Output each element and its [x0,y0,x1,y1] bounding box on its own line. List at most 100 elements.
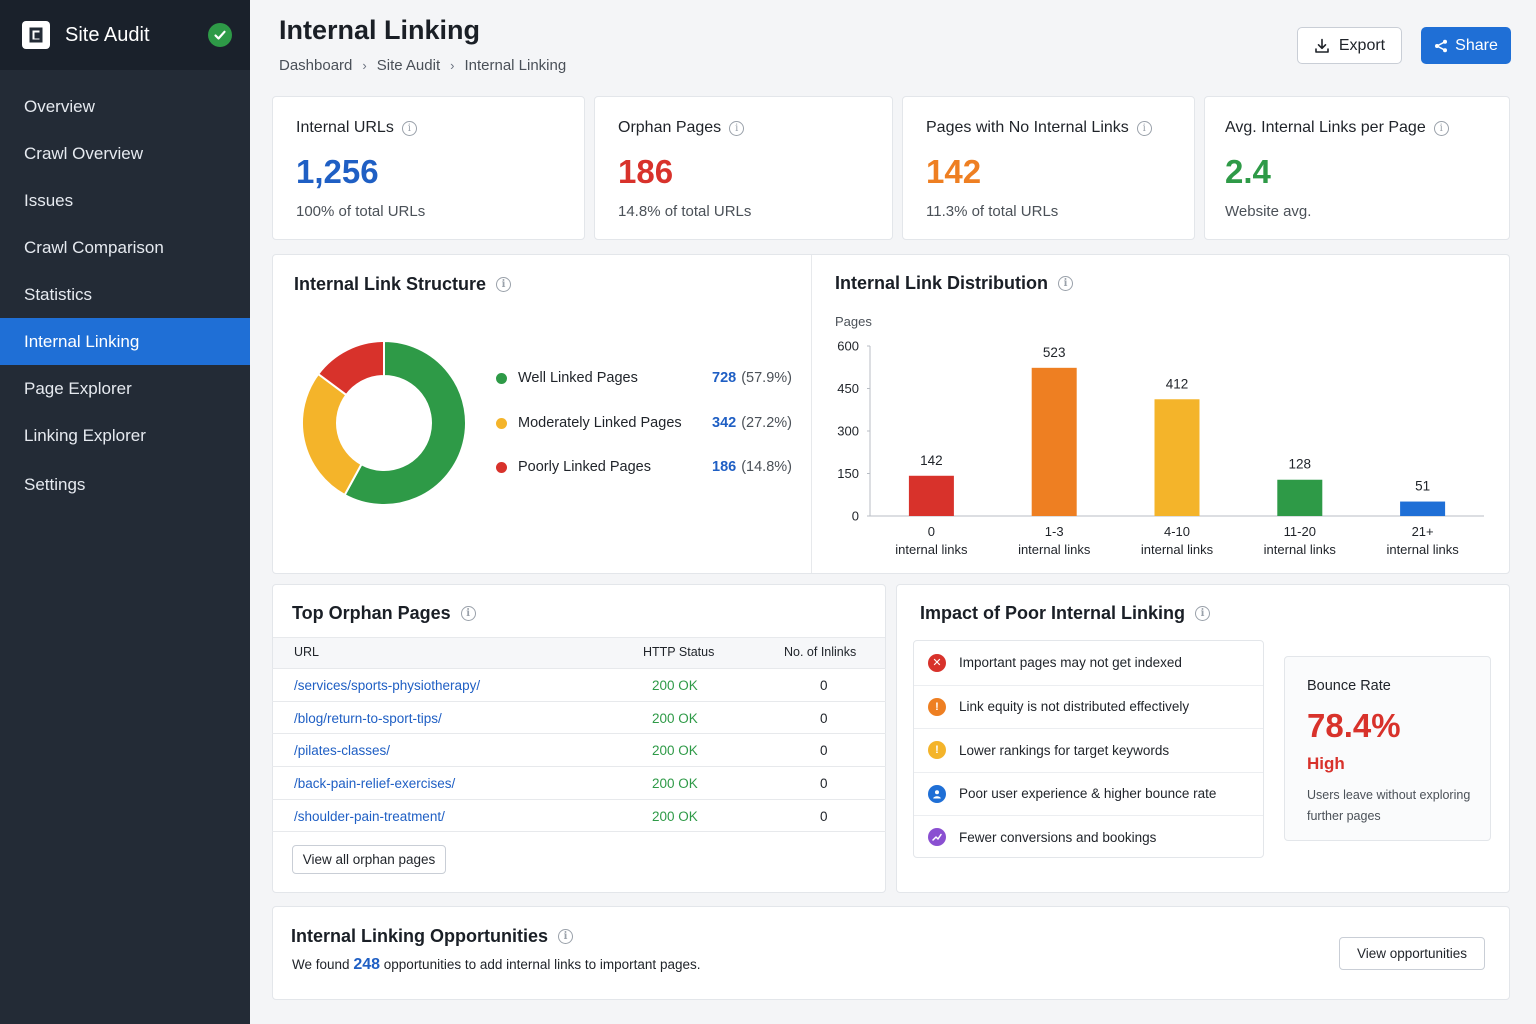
legend-value: 186 [712,459,737,475]
column-header-url[interactable]: URL [294,645,320,659]
sidebar-item-overview[interactable]: Overview [24,96,95,116]
kpi-value: 142 [926,153,982,190]
sidebar-nav: Overview Crawl Overview Issues Crawl Com… [0,70,250,508]
table-row: /services/sports-physiotherapy/ 200 OK 0 [272,668,886,701]
distribution-bar-chart: Pages 0 150 300 450 600 142 0 internal links 523 1… [835,314,1484,557]
legend-name: Moderately Linked Pages [518,415,682,431]
share-icon [1435,39,1448,52]
breadcrumb-site-audit[interactable]: Site Audit [376,57,441,74]
donut-slice-1[interactable] [301,372,363,497]
breadcrumb: Dashboard › Site Audit › Internal Linkin… [279,57,566,74]
bar-2[interactable] [1154,399,1200,516]
share-button[interactable]: Share [1421,27,1511,64]
kpi-subtext: 11.3% of total URLs [926,203,1059,220]
kpi-card-no-internal-links: Pages with No Internal Links i 142 11.3% … [902,96,1195,240]
url-link[interactable]: /services/sports-physiotherapy/ [294,678,481,693]
page-title: Internal Linking [279,15,481,45]
sidebar: Site Audit Overview Crawl Overview Issue… [0,0,250,1024]
sidebar-item-linking-explorer[interactable]: Linking Explorer [24,425,146,445]
sidebar-item-issues[interactable]: Issues [24,190,74,210]
y-tick-label-4: 600 [837,339,859,354]
alert-circle-icon: ! [928,697,946,716]
http-status: 200 OK [652,678,698,693]
donut-slice-0[interactable] [343,339,467,506]
x-tick-sublabel-4: internal links [1386,542,1459,557]
distribution-title: Internal Link Distribution [835,273,1049,293]
bar-4[interactable] [1400,501,1446,516]
orphan-title: Top Orphan Pages [292,603,451,623]
info-icon[interactable]: i [1136,120,1152,136]
sidebar-item-internal-linking[interactable]: Internal Linking [0,318,250,365]
bounce-value: 78.4% [1307,707,1401,744]
table-row: /shoulder-pain-treatment/ 200 OK 0 [272,799,886,832]
share-label: Share [1455,36,1498,54]
x-tick-label-0: 0 [928,524,935,539]
impact-item: ! Lower rankings for target keywords [914,728,1263,772]
info-icon[interactable]: i [460,606,476,621]
bar-0[interactable] [908,475,954,516]
sidebar-item-settings[interactable]: Settings [24,474,86,494]
info-icon[interactable]: i [1195,606,1211,621]
kpi-label: Internal URLs [296,119,394,136]
url-link[interactable]: /shoulder-pain-treatment/ [294,809,445,824]
y-axis-label: Pages [835,314,872,329]
y-tick-label-2: 300 [837,424,859,439]
bar-value-label-4: 51 [1415,479,1430,494]
info-icon[interactable]: i [1433,120,1449,136]
opportunities-text: We found 248 opportunities to add intern… [292,956,700,974]
bar-value-label-0: 142 [920,453,943,468]
info-icon[interactable]: i [558,929,574,944]
x-tick-label-1: 1-3 [1045,524,1064,539]
sidebar-item-crawl-overview[interactable]: Crawl Overview [24,143,144,163]
info-icon[interactable]: i [1058,276,1074,291]
opportunities-text-after: opportunities to add internal links to i… [383,957,701,972]
impact-list: ✕ Important pages may not get indexed ! … [913,640,1264,858]
info-icon[interactable]: i [729,120,745,136]
bar-1[interactable] [1031,367,1077,516]
kpi-card-avg-internal-links: Avg. Internal Links per Page i 2.4 Websit… [1204,96,1510,240]
url-link[interactable]: /back-pain-relief-exercises/ [294,776,456,791]
bar-3[interactable] [1277,479,1323,516]
column-header-status[interactable]: HTTP Status [643,645,715,659]
info-icon[interactable]: i [496,277,512,292]
view-opportunities-button[interactable]: View opportunities [1339,937,1485,970]
impact-item: ! Link equity is not distributed effecti… [914,684,1263,729]
url-link[interactable]: /blog/return-to-sport-tips/ [294,711,442,726]
legend-name: Poorly Linked Pages [518,459,651,475]
kpi-card-internal-urls: Internal URLs i 1,256 100% of total URLs [272,96,585,240]
bar-value-label-2: 412 [1166,376,1189,391]
info-icon[interactable]: i [401,120,417,136]
distribution-title-row: Internal Link Distribution i [835,273,1074,294]
sidebar-item-statistics[interactable]: Statistics [24,284,93,304]
x-tick-sublabel-0: internal links [895,542,968,557]
table-row: /blog/return-to-sport-tips/ 200 OK 0 [272,701,886,734]
bar-value-label-3: 128 [1289,457,1312,472]
x-tick-sublabel-1: internal links [1018,542,1091,557]
sidebar-item-crawl-comparison[interactable]: Crawl Comparison [24,237,164,257]
impact-text: Poor user experience & higher bounce rat… [959,786,1217,802]
donut-slice-2[interactable] [316,339,385,397]
x-tick-sublabel-3: internal links [1264,542,1337,557]
export-button[interactable]: Export [1297,27,1402,64]
impact-text: Lower rankings for target keywords [959,742,1170,758]
legend-value: 342 [712,415,737,431]
structure-title-row: Internal Link Structure i [294,274,512,295]
inlinks-count: 0 [820,743,828,758]
opportunities-text-before: We found [292,957,350,972]
impact-title-row: Impact of Poor Internal Linking i [920,603,1211,624]
url-link[interactable]: /pilates-classes/ [294,743,391,758]
breadcrumb-dashboard[interactable]: Dashboard [279,57,353,74]
impact-text: Fewer conversions and bookings [959,829,1157,845]
http-status: 200 OK [652,776,698,791]
inlinks-count: 0 [820,776,828,791]
legend-dot [496,417,507,429]
sidebar-item-page-explorer[interactable]: Page Explorer [24,378,132,398]
impact-title: Impact of Poor Internal Linking [920,603,1186,623]
structure-title: Internal Link Structure [294,274,487,294]
view-all-orphans-button[interactable]: View all orphan pages [292,845,446,874]
column-header-inlinks[interactable]: No. of Inlinks [784,645,857,659]
legend-percent: (57.9%) [741,370,792,386]
table-row: /pilates-classes/ 200 OK 0 [272,733,886,766]
orphan-pages-card [272,584,886,893]
kpi-subtext: 14.8% of total URLs [618,203,752,220]
